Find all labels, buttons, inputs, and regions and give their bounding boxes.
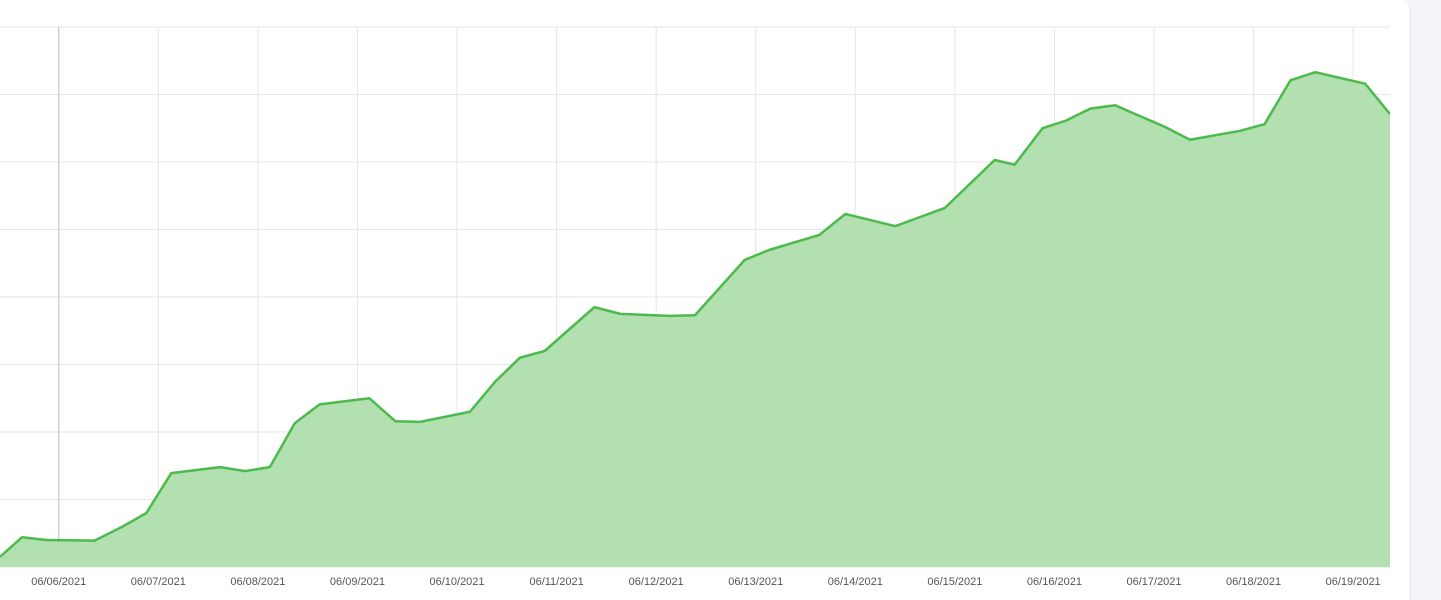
- x-tick-label: 06/19/2021: [1326, 576, 1381, 588]
- x-tick-label: 06/06/2021: [31, 576, 86, 588]
- x-tick-label: 06/13/2021: [728, 576, 783, 588]
- area-line: [0, 70, 1390, 558]
- x-tick-label: 06/16/2021: [1027, 576, 1082, 588]
- x-tick-label: 06/08/2021: [230, 576, 285, 588]
- x-tick-label: 06/12/2021: [629, 576, 684, 588]
- x-tick-label: 06/07/2021: [131, 576, 186, 588]
- area-fill: [0, 72, 1390, 567]
- x-tick-label: 06/15/2021: [927, 576, 982, 588]
- x-tick-label: 06/09/2021: [330, 576, 385, 588]
- x-tick-label: 06/18/2021: [1226, 576, 1281, 588]
- x-tick-label: 06/14/2021: [828, 576, 883, 588]
- x-tick-label: 06/11/2021: [529, 576, 583, 588]
- x-tick-label: 06/10/2021: [429, 576, 484, 588]
- x-tick-label: 06/17/2021: [1126, 576, 1181, 588]
